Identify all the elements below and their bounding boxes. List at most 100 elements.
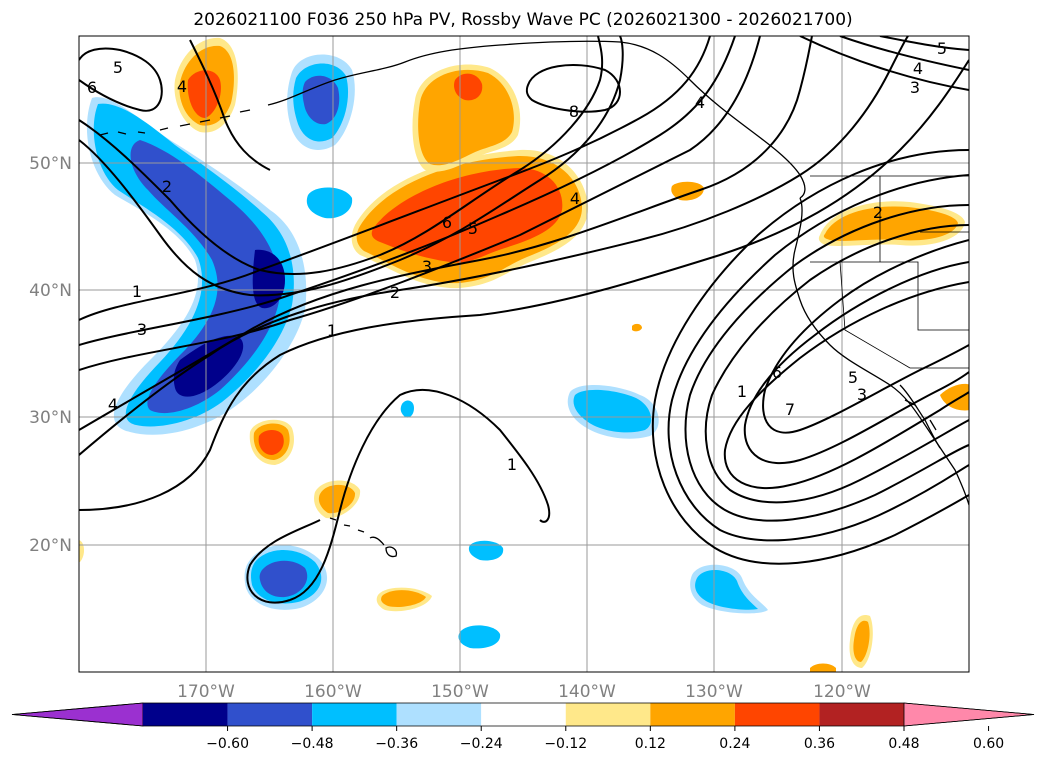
contour-labels: 5 6 4 8 2 1 3 4 6 5 3 2 1 4 5 4 3 2 1 6 … xyxy=(87,39,947,474)
contour-label: 1 xyxy=(327,321,337,340)
baja-california xyxy=(899,384,941,449)
contour-label: 3 xyxy=(137,320,147,339)
contour-label: 6 xyxy=(87,78,97,97)
lon-label-140w: 140°W xyxy=(558,682,616,702)
contour-label: 5 xyxy=(113,58,123,77)
lat-label-50n: 50°N xyxy=(29,154,72,174)
pv-contour xyxy=(246,519,321,604)
alaska-coastline xyxy=(267,40,806,199)
gridlines xyxy=(79,36,969,672)
positive-anomaly-west-core xyxy=(258,430,284,455)
contour-label: 6 xyxy=(772,363,782,382)
pv-contour xyxy=(651,149,969,565)
colorbar-bin xyxy=(650,703,735,726)
pv-contour xyxy=(879,36,969,51)
contour-label: 4 xyxy=(177,77,187,96)
colorbar-bin xyxy=(481,703,566,726)
positive-anomaly-central-strong xyxy=(371,168,563,263)
pv-contour xyxy=(799,36,969,91)
pv-contour xyxy=(79,36,624,297)
contour-label: 4 xyxy=(108,395,118,414)
contour-label: 2 xyxy=(390,283,400,302)
lon-label-120w: 120°W xyxy=(813,682,871,702)
contour-label: 4 xyxy=(570,189,580,208)
colorbar-bin xyxy=(565,703,651,726)
contour-label: 1 xyxy=(737,382,747,401)
colorbar-tick-label: −0.12 xyxy=(544,736,587,752)
contour-label: 2 xyxy=(162,177,172,196)
positive-anomaly-north-central-core xyxy=(454,73,483,101)
lon-label-160w: 160°W xyxy=(304,682,362,702)
negative-anomaly-southwest-strong xyxy=(259,560,308,598)
pv-contour xyxy=(667,174,969,542)
colorbar-bin xyxy=(396,703,482,726)
state-borders xyxy=(810,176,969,369)
positive-anomaly-tiny xyxy=(632,323,642,332)
negative-anomaly-east-1-mid xyxy=(573,389,652,433)
positive-anomaly-south-mid xyxy=(381,590,426,607)
pv-contour xyxy=(525,64,621,113)
contour-label: 7 xyxy=(785,400,795,419)
colorbar-tick-label: 0.48 xyxy=(888,736,919,752)
contour-label: 3 xyxy=(857,385,867,404)
colorbar-bin xyxy=(734,703,820,726)
colorbar-bin xyxy=(227,703,313,726)
negative-anomaly-southeast-mid xyxy=(695,570,758,610)
colorbar-tick-label: −0.48 xyxy=(291,736,334,752)
colorbar-tick-label: 0.12 xyxy=(635,736,666,752)
colorbar-tick-label: −0.36 xyxy=(375,736,418,752)
colorbar-tick-label: 0.24 xyxy=(719,736,750,752)
colorbar-outline xyxy=(11,702,1035,727)
pv-contour xyxy=(189,39,271,171)
pv-contour xyxy=(79,36,761,371)
pv-contours xyxy=(79,36,969,604)
negative-anomaly-south-2 xyxy=(458,625,501,649)
colorbar-tick-label: 0.36 xyxy=(804,736,835,752)
pv-contour xyxy=(704,224,969,504)
pv-contour xyxy=(79,36,909,456)
hawaiian-islands xyxy=(329,517,398,558)
colorbar-extend-high xyxy=(903,702,1035,727)
positive-anomaly-north-central-mid xyxy=(418,69,514,166)
positive-anomaly-shading xyxy=(79,37,969,672)
colorbar: −0.60 −0.48 −0.36 −0.24 −0.12 0.12 0.24 0.36 0.4… xyxy=(11,702,1035,752)
figure-title: 2026021100 F036 250 hPa PV, Rossby Wave … xyxy=(193,10,852,30)
pv-contour xyxy=(762,239,969,434)
pv-contour xyxy=(743,261,969,465)
colorbar-bin xyxy=(143,703,228,726)
positive-anomaly-east-small xyxy=(671,181,704,201)
pv-anomaly-shading xyxy=(86,54,768,649)
positive-anomaly-bottom-tiny xyxy=(810,663,836,672)
lon-label-130w: 130°W xyxy=(685,682,743,702)
contour-label: 6 xyxy=(442,213,452,232)
colorbar-bin xyxy=(312,703,397,726)
colorbar-tick-label: −0.60 xyxy=(206,736,249,752)
pv-contour xyxy=(79,47,163,112)
pv-contour xyxy=(79,36,604,275)
contour-label: 4 xyxy=(913,59,923,78)
colorbar-bin xyxy=(819,703,904,726)
lon-label-150w: 150°W xyxy=(431,682,489,702)
negative-anomaly-small-1 xyxy=(306,187,353,219)
pv-contour xyxy=(839,36,969,71)
pv-contour xyxy=(684,204,969,522)
lat-label-30n: 30°N xyxy=(29,408,72,428)
negative-anomaly-core-2 xyxy=(173,335,244,397)
coastlines xyxy=(99,40,969,558)
positive-anomaly-mexico xyxy=(940,383,969,411)
pv-contour xyxy=(289,389,551,601)
aleutian-islands xyxy=(99,109,251,136)
contour-label: 1 xyxy=(132,282,142,301)
contour-label: 2 xyxy=(873,203,883,222)
contour-label: 3 xyxy=(422,257,432,276)
lat-label-40n: 40°N xyxy=(29,281,72,301)
contour-label: 1 xyxy=(507,455,517,474)
positive-anomaly-northwest-core xyxy=(187,70,221,118)
negative-anomaly-north-strong xyxy=(302,75,340,125)
negative-anomaly-south-1 xyxy=(468,540,504,561)
contour-label: 8 xyxy=(569,102,579,121)
pv-contour xyxy=(79,36,711,321)
contour-label: 5 xyxy=(937,39,947,58)
contour-label: 3 xyxy=(910,78,920,97)
